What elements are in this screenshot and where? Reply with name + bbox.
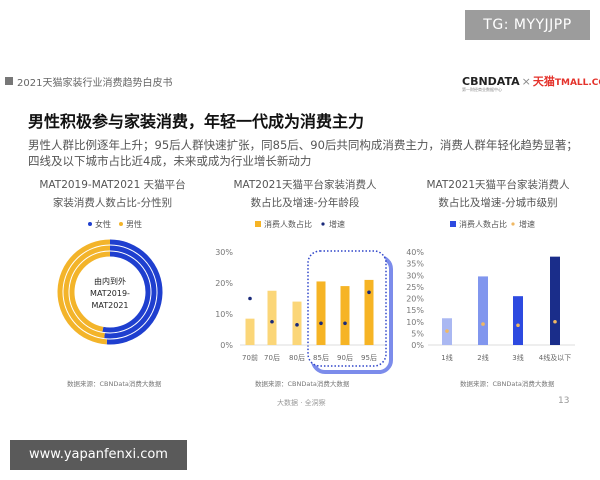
legend-growth-marker [321,222,325,226]
legend-female-marker [88,222,92,226]
legend-male: 男性 [126,219,142,229]
chart2-bar: 消费人数占比 增速 0% 10% 20% 30% 70前 70后 80后 85后 90后 95后 [215,219,393,374]
ring-MAT2020-female [104,245,157,339]
chart1-title-line1: MAT2019-MAT2021 天猫平台 [39,179,186,191]
legend-share-marker [255,221,261,227]
ring-MAT2019-male [69,251,111,332]
growth-dot-1线 [445,329,449,333]
y-tick-label: 10% [215,310,233,319]
logo-x: × [521,75,531,88]
center-label-1: 由内到外 [94,276,126,286]
bar-90后 [340,286,350,345]
legend-growth-marker [511,222,515,226]
logo-cbn: CBNDATA [462,75,520,88]
growth-dot-95后 [367,290,371,295]
ring-MAT2020-male [63,245,111,339]
y-tick-label: 20% [215,279,233,288]
ring-MAT2019-female [102,251,151,333]
chart2-title-line1: MAT2021天猫平台家装消费人 [233,179,377,191]
ring-MAT2021-male [57,239,110,345]
y-tick-label: 15% [406,306,424,315]
legend-share-marker [450,221,456,227]
chart3-title: MAT2021天猫平台家装消费人 数占比及增速-分城市级别 [413,176,583,212]
bar-70前 [245,318,255,345]
slide-description: 男性人群比例逐年上升；95后人群快速扩张，同85后、90后共同构成消费主力，消费… [28,138,578,168]
x-tick-label: 4线及以下 [539,353,571,362]
ring-MAT2021-female [106,239,163,345]
growth-dot-2线 [481,322,485,326]
center-label-3: MAT2021 [92,301,129,310]
chart1-title: MAT2019-MAT2021 天猫平台 家装消费人数占比-分性别 [30,176,195,212]
chart1-donut: 女性 男性 由内到外 MAT2019- MAT2021 [57,219,163,345]
y-tick-label: 0% [411,341,424,350]
y-tick-label: 35% [406,260,424,269]
chart2-title-line2: 数占比及增速-分年龄段 [250,197,360,209]
chart3-title-line1: MAT2021天猫平台家装消费人 [426,179,570,191]
legend-growth: 增速 [519,219,535,229]
logo-tmall-en: TMALL.COM [554,78,600,88]
page-number: 13 [558,396,570,406]
growth-dot-70前 [248,296,252,301]
header-square-icon [5,77,13,85]
x-tick-label: 3线 [512,353,523,362]
bar-2线 [478,276,488,345]
bar-4线及以下 [550,256,560,345]
x-tick-label: 2线 [477,353,488,362]
logo-tmall: 天猫 [532,75,555,88]
growth-dot-80后 [295,323,299,327]
y-tick-label: 25% [406,283,424,292]
legend-share: 消费人数占比 [264,219,312,229]
logo: CBNDATA×天猫TMALL.COM [462,73,600,89]
chart1-title-line2: 家装消费人数占比-分性别 [52,197,173,209]
legend-male-marker [119,222,123,226]
y-tick-label: 30% [215,248,233,257]
chart2-title: MAT2021天猫平台家装消费人 数占比及增速-分年龄段 [220,176,390,212]
bar-95后 [364,279,374,345]
chart3-bar: 消费人数占比 增速 0% 5% 10% 15% 20% 25% 30% 35% 40% 1线 2线 3… [406,219,575,362]
y-tick-label: 40% [406,248,424,257]
x-tick-label: 95后 [361,353,377,362]
growth-dot-70后 [270,319,274,324]
legend-share: 消费人数占比 [459,219,507,229]
legend-female: 女性 [95,219,111,229]
footer-tagline: 大数据 · 全洞察 [277,399,326,407]
chart3-source: 数据来源：CBNData消费大数据 [460,380,555,388]
x-tick-label: 70后 [264,353,280,362]
growth-dot-90后 [343,321,347,326]
x-tick-label: 70前 [242,353,258,362]
y-tick-label: 0% [220,341,233,350]
logo-subtitle: 第一财经商业数据中心 [462,87,502,92]
growth-dot-85后 [319,321,323,326]
watermark-bottom: www.yapanfenxi.com [10,440,187,470]
y-tick-label: 5% [411,329,424,338]
center-label-2: MAT2019- [90,289,130,298]
x-tick-label: 90后 [337,353,353,362]
report-title: 2021天猫家装行业消费趋势白皮书 [17,78,173,89]
y-tick-label: 10% [406,318,424,327]
growth-dot-4线及以下 [553,319,557,324]
x-tick-label: 1线 [441,353,452,362]
growth-dot-3线 [516,323,520,328]
chart2-source: 数据来源：CBNData消费大数据 [255,380,350,388]
bar-3线 [513,296,523,345]
slide-title: 男性积极参与家装消费，年轻一代成为消费主力 [28,112,365,131]
y-tick-label: 20% [406,295,424,304]
y-tick-label: 30% [406,271,424,280]
chart1-source: 数据来源：CBNData消费大数据 [67,380,162,388]
x-tick-label: 80后 [289,353,305,362]
bar-70后 [267,290,277,345]
chart3-title-line2: 数占比及增速-分城市级别 [438,197,558,209]
bar-85后 [316,281,326,345]
legend-growth: 增速 [329,219,345,229]
x-tick-label: 85后 [313,353,329,362]
watermark-top: TG: MYYJJPP [465,10,590,40]
